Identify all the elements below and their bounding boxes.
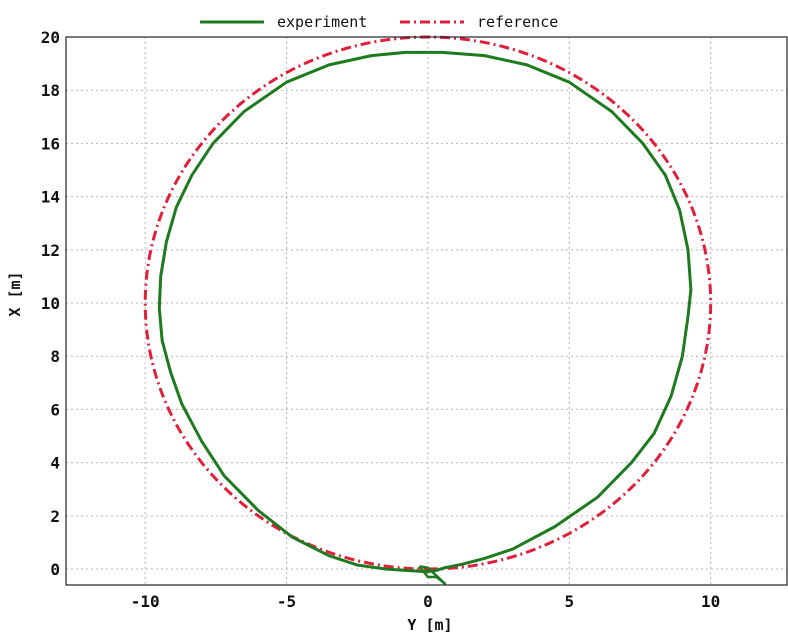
- x-tick-label: -5: [277, 592, 296, 611]
- series-experiment-start-segment: [418, 565, 447, 585]
- y-tick-label: 16: [41, 134, 60, 153]
- y-tick-label: 18: [41, 81, 60, 100]
- x-tick-label: 10: [701, 592, 720, 611]
- y-tick-label: 10: [41, 294, 60, 313]
- legend-label-reference: reference: [477, 13, 558, 31]
- y-tick-label: 14: [41, 188, 60, 207]
- x-axis-label: Y [m]: [407, 616, 452, 634]
- x-tick-label: 5: [564, 592, 574, 611]
- series-layer: [143, 35, 713, 585]
- series-experiment-line: [157, 50, 693, 574]
- plot-frame: [65, 36, 788, 586]
- y-tick-label: 20: [41, 28, 60, 47]
- grid-lines: [66, 36, 787, 585]
- y-tick-label: 6: [50, 400, 60, 419]
- y-axis-label: X [m]: [6, 271, 24, 316]
- y-tick-label: 4: [50, 454, 60, 473]
- y-tick-label: 8: [50, 347, 60, 366]
- x-tick-label: 0: [423, 592, 433, 611]
- y-tick-label: 2: [50, 507, 60, 526]
- legend-label-experiment: experiment: [277, 13, 367, 31]
- y-tick-label: 12: [41, 241, 60, 260]
- legend: experiment reference: [200, 13, 558, 31]
- tick-labels: -10 -5 0 5 10 0 2 4 6 8 10 12 14 16 18 20: [41, 28, 721, 611]
- x-tick-label: -10: [131, 592, 160, 611]
- y-tick-label: 0: [50, 560, 60, 579]
